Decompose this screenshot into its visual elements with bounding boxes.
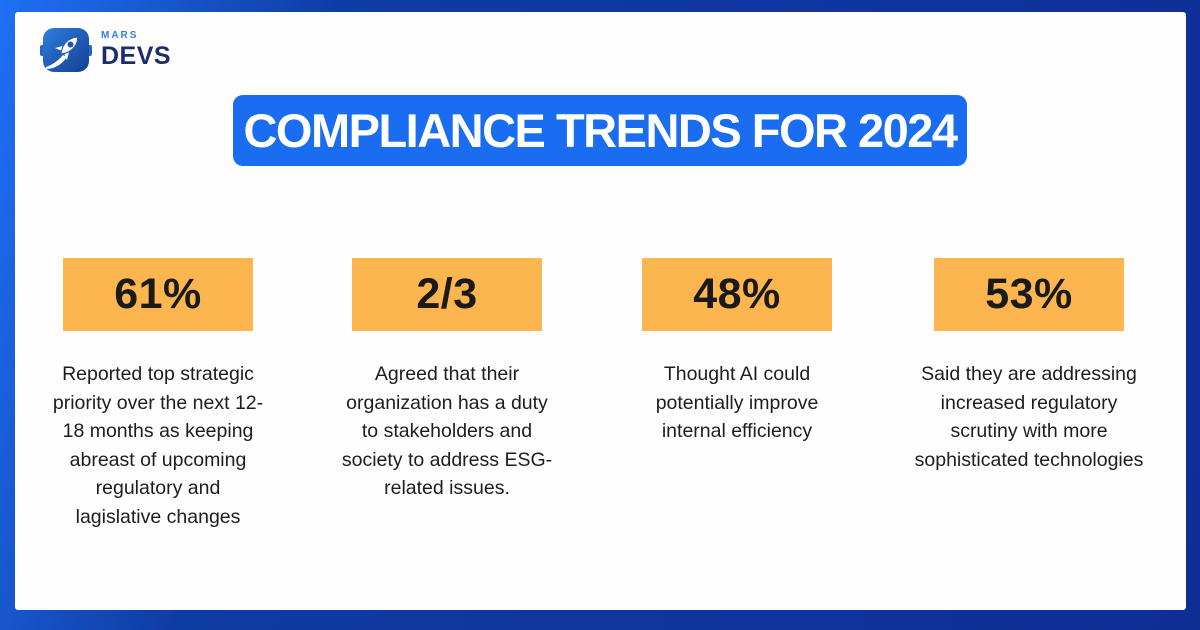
title-banner: COMPLIANCE TRENDS FOR 2024 [233,95,967,166]
stat-value-box: 61% [63,258,253,331]
stat-value-box: 53% [934,258,1124,331]
stat-description: Said they are addressing increased regul… [914,363,1144,471]
stat-column-1: 61% Reported top strategic priority over… [15,258,304,531]
logo-devs-label: DEVS [101,42,172,70]
stat-value: 61% [114,270,202,318]
stat-value: 48% [693,270,781,318]
stat-column-2: 2/3 Agreed that their organization has a… [301,258,593,503]
stat-description: Agreed that their organization has a dut… [341,363,553,499]
stat-value-box: 48% [642,258,832,331]
stat-column-4: 53% Said they are addressing increased r… [883,258,1175,474]
stat-value-box: 2/3 [352,258,542,331]
stat-value: 2/3 [416,270,478,318]
infographic-canvas: MARS DEVS COMPLIANCE TRENDS FOR 2024 61%… [15,12,1186,610]
stats-row: 61% Reported top strategic priority over… [15,258,1186,558]
page-title: COMPLIANCE TRENDS FOR 2024 [243,104,958,157]
logo-mars-label: MARS [101,30,139,41]
stat-column-3: 48% Thought AI could potentially improve… [591,258,883,446]
stat-description: Reported top strategic priority over the… [52,363,264,528]
rocket-icon [39,26,93,74]
stat-value: 53% [985,270,1073,318]
logo-wordmark: MARS DEVS [101,31,171,69]
stat-description: Thought AI could potentially improve int… [655,363,819,442]
marsdevs-logo: MARS DEVS [39,26,171,74]
